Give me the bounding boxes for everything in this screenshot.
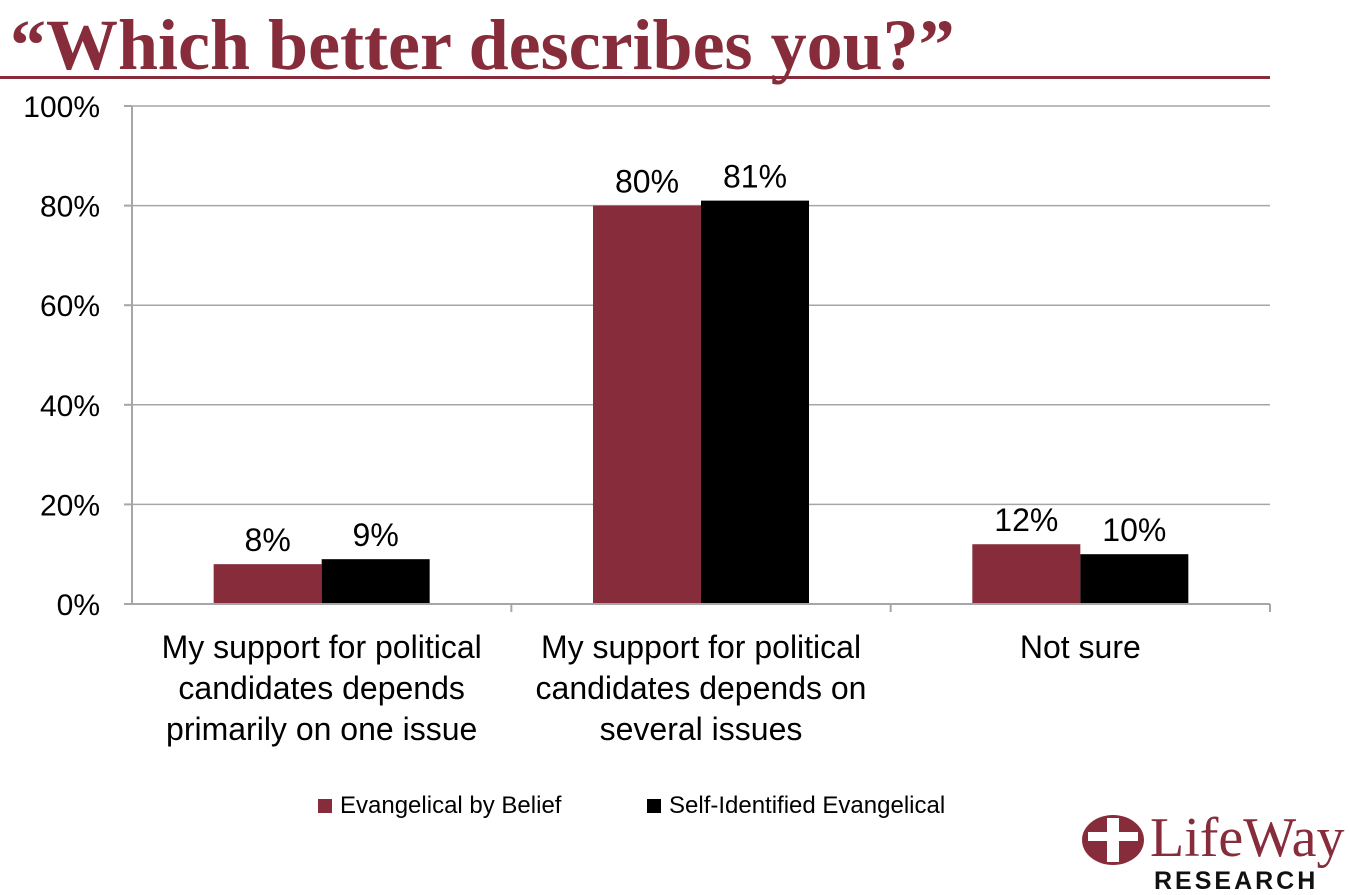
y-tick-label: 0%: [57, 589, 100, 622]
axes: [124, 105, 1271, 612]
y-tick-label: 60%: [40, 290, 100, 323]
legend: Evangelical by Belief Self-Identified Eva…: [0, 792, 1350, 822]
y-axis-tick-labels: 0% 20% 40% 60% 80% 100%: [23, 91, 100, 622]
x-category-label: My support for political candidates depe…: [161, 629, 482, 747]
bars: [213, 200, 1189, 604]
bar: [321, 559, 430, 604]
data-label: 12%: [994, 502, 1058, 538]
bar: [213, 564, 322, 604]
y-tick-label: 80%: [40, 191, 100, 224]
x-category-label: My support for political candidates depe…: [535, 629, 867, 747]
data-label: 10%: [1102, 512, 1166, 548]
y-tick-label: 40%: [40, 390, 100, 423]
data-label: 81%: [723, 159, 787, 195]
x-category-label: Not sure: [1019, 629, 1141, 665]
legend-item: Evangelical by Belief: [318, 792, 561, 820]
logo-subtitle: RESEARCH: [1154, 867, 1319, 895]
title-rule: [0, 76, 1270, 79]
bar: [593, 205, 701, 604]
legend-swatch: [318, 799, 332, 813]
legend-item: Self-Identified Evangelical: [647, 792, 945, 820]
data-label: 9%: [353, 517, 399, 553]
page-title: “Which better describes you?”: [10, 5, 955, 85]
legend-label: Evangelical by Belief: [340, 792, 562, 819]
data-label: 80%: [615, 164, 679, 200]
legend-label: Self-Identified Evangelical: [669, 792, 946, 819]
lifeway-logo: LifeWay RESEARCH: [1080, 808, 1350, 894]
cross-emblem-icon: [1082, 815, 1144, 865]
logo-wordmark: LifeWay: [1150, 807, 1345, 869]
bar: [972, 544, 1081, 604]
bar: [1080, 554, 1189, 604]
bar: [701, 200, 809, 604]
y-tick-label: 100%: [23, 91, 100, 124]
data-labels: 8% 9% 80% 81% 12% 10%: [245, 159, 1167, 559]
data-label: 8%: [245, 522, 291, 558]
y-tick-label: 20%: [40, 489, 100, 522]
legend-swatch: [647, 799, 661, 813]
